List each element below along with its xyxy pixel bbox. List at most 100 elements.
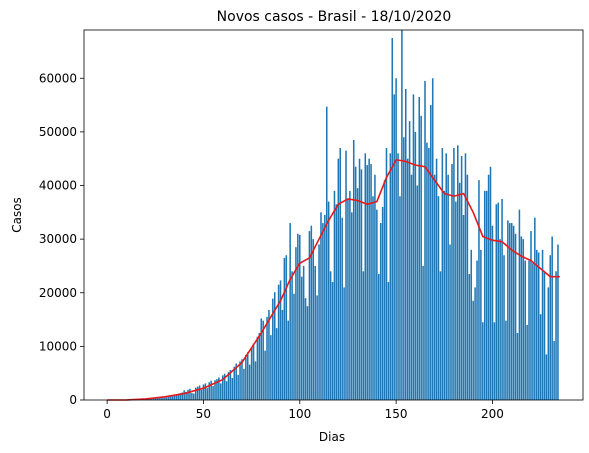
bar xyxy=(289,223,291,400)
bar xyxy=(331,282,334,400)
bar xyxy=(264,350,266,400)
bar xyxy=(156,398,158,400)
bar xyxy=(530,231,532,400)
bar xyxy=(403,137,405,400)
bar xyxy=(302,265,305,400)
bar xyxy=(220,383,222,400)
bar xyxy=(310,225,313,400)
bar xyxy=(279,280,282,400)
bar xyxy=(333,190,336,400)
bar xyxy=(449,244,451,400)
bar xyxy=(299,234,301,400)
bar xyxy=(439,271,442,400)
bar xyxy=(480,249,482,400)
bar xyxy=(262,320,264,400)
bar xyxy=(360,169,363,400)
bar xyxy=(325,106,328,401)
bar xyxy=(539,314,542,400)
bar xyxy=(250,347,253,400)
bar xyxy=(225,381,228,400)
bar xyxy=(329,271,332,400)
bar xyxy=(524,260,526,400)
bar xyxy=(520,236,523,400)
bar xyxy=(522,239,525,400)
bar xyxy=(470,249,473,400)
x-axis-ticks: 0 50 100 150 200 xyxy=(103,400,504,421)
bar xyxy=(194,387,197,400)
bar xyxy=(148,398,151,400)
bar xyxy=(428,147,430,400)
bar xyxy=(395,78,397,400)
bar xyxy=(349,190,351,400)
x-tick-label: 150 xyxy=(385,407,408,421)
bar xyxy=(352,139,355,400)
bar xyxy=(168,396,170,400)
bar xyxy=(268,309,270,400)
bar xyxy=(227,372,230,400)
bar xyxy=(433,174,436,400)
bar xyxy=(295,247,297,400)
bar xyxy=(462,215,465,400)
bar xyxy=(150,398,153,400)
bar xyxy=(499,239,501,400)
bar xyxy=(408,121,411,400)
bar xyxy=(154,398,157,400)
bar xyxy=(335,204,338,400)
bar xyxy=(397,153,399,400)
bar xyxy=(306,306,309,400)
bar xyxy=(270,335,272,400)
bar xyxy=(179,393,182,400)
bar xyxy=(466,174,469,400)
bar xyxy=(291,271,293,400)
bar xyxy=(283,257,286,400)
bar xyxy=(341,217,343,400)
bar xyxy=(187,389,189,400)
bar xyxy=(493,322,496,400)
bar xyxy=(458,182,461,400)
bar xyxy=(177,393,180,400)
y-tick-label: 60000 xyxy=(39,71,77,85)
bar xyxy=(231,378,234,400)
moving-average-line xyxy=(107,158,560,401)
bar xyxy=(516,332,519,400)
bar xyxy=(320,212,322,400)
bar xyxy=(374,174,376,400)
bar xyxy=(202,384,205,400)
bar xyxy=(543,271,546,400)
bar xyxy=(510,223,513,400)
bar xyxy=(358,158,361,400)
bar xyxy=(549,255,552,400)
bar xyxy=(534,217,536,400)
bar xyxy=(206,388,209,400)
bar xyxy=(248,364,251,400)
bar xyxy=(557,244,559,400)
bar xyxy=(237,374,239,400)
bar xyxy=(503,255,505,400)
bar xyxy=(512,225,515,400)
bar xyxy=(171,395,174,400)
x-axis-label: Dias xyxy=(319,430,345,444)
bar xyxy=(381,206,384,400)
bar xyxy=(416,185,419,400)
bar xyxy=(324,215,326,400)
bar xyxy=(474,287,476,400)
bar xyxy=(162,397,164,400)
bar xyxy=(366,165,368,400)
bar xyxy=(368,158,370,400)
bar xyxy=(457,145,459,400)
bar xyxy=(401,30,403,400)
bar xyxy=(435,158,438,400)
bar xyxy=(404,88,407,401)
bar xyxy=(214,380,216,400)
bar xyxy=(356,188,359,400)
bar xyxy=(412,94,415,400)
bar xyxy=(447,174,449,400)
bar xyxy=(293,293,295,400)
bar xyxy=(246,352,249,400)
bar xyxy=(297,233,299,400)
bar xyxy=(183,390,185,400)
bar xyxy=(285,255,288,400)
bar xyxy=(406,158,409,400)
bar xyxy=(260,318,263,400)
bar xyxy=(472,300,474,400)
